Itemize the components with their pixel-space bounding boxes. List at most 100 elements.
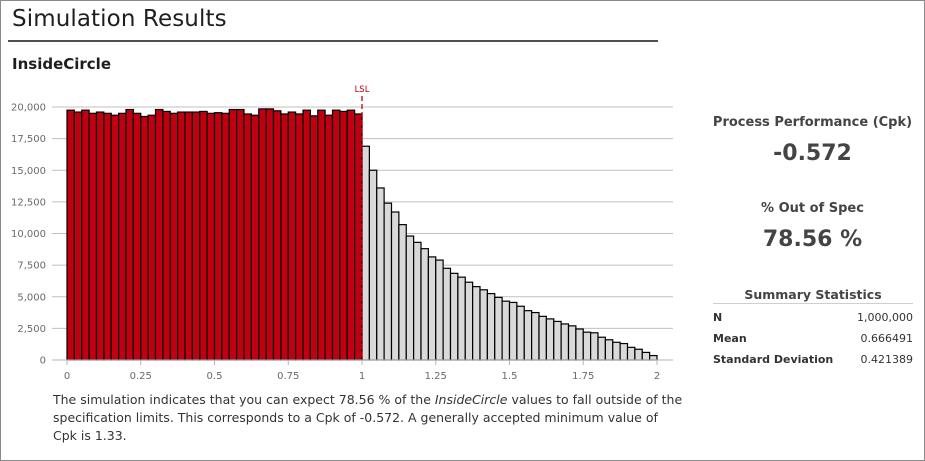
- stat-row-std-dev: Standard Deviation 0.421389: [713, 353, 913, 373]
- histogram-bar: [560, 323, 570, 361]
- histogram-bar: [140, 115, 149, 361]
- histogram-bar: [280, 113, 289, 361]
- histogram-bar: [590, 332, 599, 361]
- histogram-bar: [287, 111, 297, 361]
- histogram-bar: [272, 110, 282, 361]
- summary-statistics-title: Summary Statistics: [744, 287, 882, 302]
- histogram-bar: [132, 112, 142, 361]
- histogram-bar: [383, 202, 393, 361]
- x-tick-label: 1: [359, 371, 365, 382]
- histogram-bar: [464, 281, 474, 361]
- cpk-label: Process Performance (Cpk): [712, 115, 913, 130]
- histogram-bar: [516, 305, 525, 361]
- histogram-bar: [236, 108, 245, 361]
- histogram-bar: [103, 112, 112, 361]
- y-tick-label: 5,000: [17, 292, 46, 303]
- out-of-spec-value: 78.56 %: [762, 227, 863, 252]
- histogram-bar: [553, 320, 562, 361]
- histogram-bar: [317, 109, 326, 361]
- y-tick-label: 17,500: [11, 134, 46, 145]
- histogram-bar: [95, 111, 105, 361]
- histogram-bar: [472, 286, 481, 361]
- stat-label: Standard Deviation: [713, 353, 834, 366]
- histogram-bar: [634, 348, 643, 361]
- histogram-bar: [567, 325, 577, 361]
- histogram-bar: [265, 108, 275, 361]
- histogram-bar: [597, 336, 606, 361]
- histogram-bar: [361, 145, 370, 361]
- histogram-bar: [413, 241, 422, 361]
- histogram-bar: [604, 339, 614, 361]
- y-tick-label: 2,500: [17, 324, 46, 335]
- histogram-bar: [405, 235, 415, 361]
- y-tick-label: 15,000: [11, 166, 46, 177]
- histogram-bar: [494, 296, 503, 361]
- description-part2: values to fall outside of the specificat…: [53, 392, 683, 443]
- histogram-bar: [354, 113, 363, 361]
- histogram-bar: [538, 315, 547, 361]
- histogram-bar: [427, 256, 437, 361]
- histogram-bar: [184, 111, 193, 361]
- cpk-value: -0.572: [773, 141, 852, 166]
- histogram-bar: [442, 267, 452, 361]
- y-tick-label: 7,500: [17, 261, 46, 272]
- x-tick-label: 0: [64, 371, 70, 382]
- y-tick-label: 20,000: [11, 103, 46, 114]
- histogram-bar: [420, 248, 429, 361]
- histogram-bar: [154, 108, 164, 361]
- histogram-bar: [162, 110, 171, 361]
- stat-row-mean: Mean 0.666491: [713, 332, 913, 352]
- histogram-bar: [523, 310, 533, 361]
- histogram-bar: [206, 112, 216, 361]
- histogram-bar: [199, 110, 208, 361]
- stat-label: N: [713, 311, 723, 324]
- histogram-bar: [81, 109, 90, 361]
- histogram-bar: [309, 115, 319, 361]
- histogram-bar: [169, 112, 179, 361]
- histogram-bar: [118, 112, 127, 361]
- histogram-bar: [147, 114, 157, 361]
- histogram-bar: [398, 224, 407, 361]
- x-tick-label: 0.75: [277, 371, 299, 382]
- histogram-bar: [213, 112, 223, 361]
- histogram-bar: [582, 331, 592, 361]
- chart-title: InsideCircle: [12, 55, 111, 73]
- stat-value: 1,000,000: [857, 311, 913, 324]
- stat-row-n: N 1,000,000: [713, 311, 913, 331]
- histogram-bar: [324, 114, 334, 361]
- lsl-label: LSL: [355, 85, 370, 95]
- stat-label: Mean: [713, 332, 747, 345]
- histogram-bar: [435, 259, 444, 361]
- out-of-spec-label: % Out of Spec: [761, 201, 864, 216]
- histogram-bar: [449, 272, 459, 361]
- histogram-bar: [331, 109, 341, 361]
- x-tick-label: 1.5: [502, 371, 518, 382]
- histogram-bar: [508, 301, 518, 361]
- stat-value: 0.666491: [860, 332, 914, 345]
- histogram-bar: [228, 108, 238, 361]
- description-variable: InsideCircle: [434, 392, 508, 407]
- histogram-chart: 0 2,500 5,000 7,500 10,000 12,500 15,000 17,500…: [0, 80, 690, 390]
- histogram-bar: [191, 111, 201, 361]
- histogram-bar: [258, 108, 267, 361]
- histogram-bar: [531, 311, 540, 361]
- histogram-bar: [177, 111, 186, 361]
- histogram-bar: [649, 354, 658, 361]
- page-title: Simulation Results: [12, 6, 227, 32]
- y-tick-label: 10,000: [11, 229, 46, 240]
- histogram-bar: [626, 346, 636, 361]
- histogram-bar: [88, 112, 98, 361]
- summary-divider: [713, 303, 913, 304]
- histogram-bar: [221, 112, 230, 361]
- histogram-bar: [295, 113, 304, 361]
- histogram-bar: [486, 292, 496, 361]
- histogram-bar: [641, 351, 651, 361]
- title-divider: [8, 40, 658, 42]
- histogram-bar: [66, 109, 75, 361]
- histogram-bar: [125, 108, 134, 361]
- histogram-bar: [243, 113, 252, 361]
- histogram-bar: [575, 328, 584, 361]
- x-tick-label: 0.25: [130, 371, 152, 382]
- histogram-bar: [376, 187, 385, 361]
- histogram-bar: [501, 300, 511, 361]
